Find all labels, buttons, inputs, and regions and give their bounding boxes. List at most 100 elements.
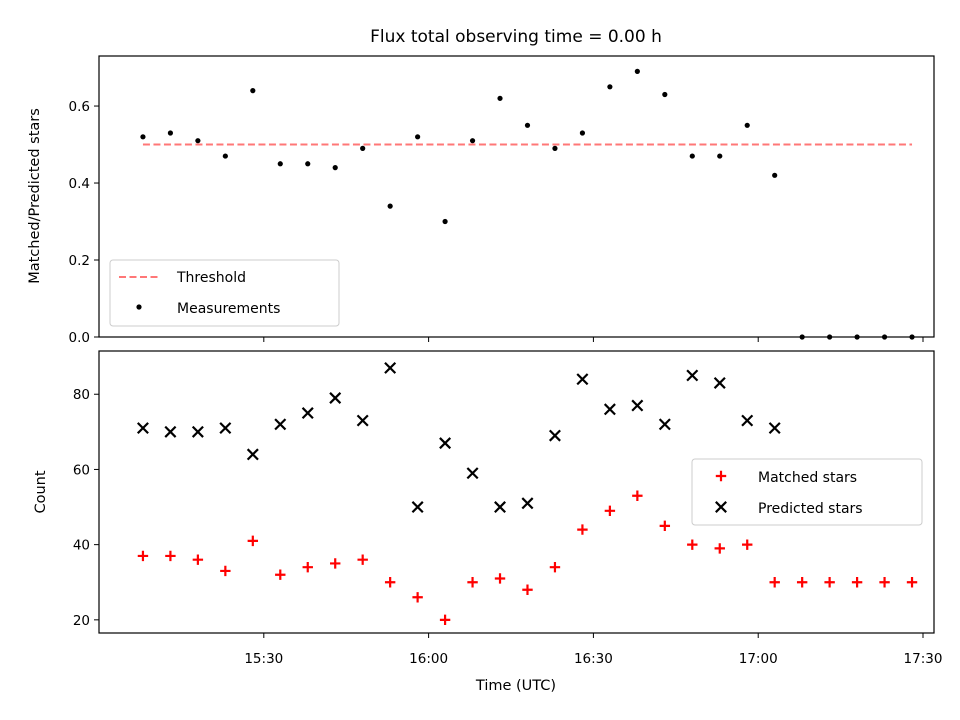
predicted-star-point [274,418,287,431]
count-marks [136,361,918,626]
matched-star-point [742,539,753,550]
predicted-star-point [713,376,726,389]
matched-star-point [247,535,259,547]
matched-star-point [192,554,204,565]
y-tick-label: 80 [73,387,90,403]
predicted-star-point [494,501,506,514]
matched-star-point [384,577,396,588]
count-panel-frame [98,350,935,634]
matched-star-point [137,550,149,562]
matched-star-point [412,592,423,603]
y-tick-label: 0.0 [69,330,90,346]
x-tick-label: 16:00 [409,651,448,667]
measurement-point [442,218,448,225]
ratio-y-axis-label: Matched/Predicted stars [27,108,43,284]
y-tick-label: 0.2 [69,253,90,269]
y-tick-label: 20 [73,613,90,629]
measurement-point [305,161,311,167]
matched-star-point [687,539,698,550]
matched-star-point [851,577,863,588]
predicted-star-point [411,501,424,514]
matched-star-point [577,524,588,535]
predicted-star-point [466,467,479,480]
matched-star-point [165,550,176,562]
matched-star-point [714,543,725,554]
legend-box [109,259,340,327]
ratio-panel: 0.0 0.2 0.4 0.6 Matched/Predicted stars Thr… [27,55,935,346]
measurement-point [579,130,586,136]
legend-threshold-label: Threshold [176,270,246,286]
predicted-star-point [439,437,452,450]
matched-star-point [467,577,478,588]
predicted-star-point [576,373,589,386]
ratio-x-axis [263,337,924,342]
predicted-star-point [631,399,644,412]
measurement-point [360,145,366,151]
matched-star-point [220,565,231,577]
matched-star-point [330,558,341,569]
measurement-point [607,84,613,90]
predicted-star-point [136,422,149,435]
count-y-axis-label: Count [33,470,49,513]
predicted-star-point [329,392,342,404]
predicted-star-point [686,369,699,382]
legend-predicted-swatch [715,501,727,513]
matched-star-point [796,577,808,588]
matched-star-point [275,569,286,580]
measurement-point [332,165,338,171]
measurement-point [689,153,695,159]
predicted-star-point [548,429,561,442]
measurement-point [717,153,723,159]
measurement-point [524,122,531,128]
x-tick-label: 16:30 [574,651,613,667]
matched-star-point [439,614,451,626]
count-legend: Matched stars Predicted stars [691,458,923,526]
y-tick-label: 0.6 [69,99,90,115]
predicted-star-point [768,422,781,435]
measurement-point [140,134,146,140]
x-axis-label: Time (UTC) [475,678,556,694]
y-tick-label: 40 [73,538,90,554]
measurement-point [222,153,228,159]
predicted-star-point [356,414,369,427]
measurement-point [387,203,393,209]
legend-box [691,458,923,526]
chart-title: Flux total observing time = 0.00 h [370,27,662,47]
y-tick-label: 60 [73,462,90,478]
legend-matched-swatch [715,470,727,482]
count-y-axis: 20 40 60 80 [73,387,99,629]
measurement-point [497,95,503,101]
predicted-star-point [384,361,397,374]
measurement-point [250,88,256,94]
matched-star-point [302,562,313,573]
legend-measurements-label: Measurements [177,301,280,317]
measurement-point [552,145,558,151]
predicted-star-point [658,418,671,431]
measurement-point [772,172,778,178]
measurement-point [634,68,640,74]
measurement-point [195,138,201,144]
measurement-point [167,130,174,136]
ratio-y-axis: 0.0 0.2 0.4 0.6 [69,99,99,346]
predicted-star-point [301,407,314,420]
matched-star-point [906,577,918,588]
measurement-point [662,91,668,98]
legend-predicted-label: Predicted stars [758,501,863,517]
matched-star-point [769,577,780,588]
matched-star-point [824,577,835,588]
legend-matched-label: Matched stars [758,470,857,486]
matched-star-point [549,562,561,573]
measurement-point [415,134,421,140]
predicted-star-point [741,414,754,427]
matched-star-point [494,573,506,584]
matched-star-point [659,520,671,532]
measurement-point [744,122,750,128]
count-panel: 20 40 60 80 15:30 16:00 16:30 17:00 17:30 Count… [33,350,942,694]
matched-star-point [632,490,643,501]
predicted-star-point [219,422,232,435]
x-tick-label: 17:00 [739,651,778,667]
predicted-star-point [246,448,259,461]
matched-star-point [357,554,368,565]
predicted-star-point [603,403,616,416]
